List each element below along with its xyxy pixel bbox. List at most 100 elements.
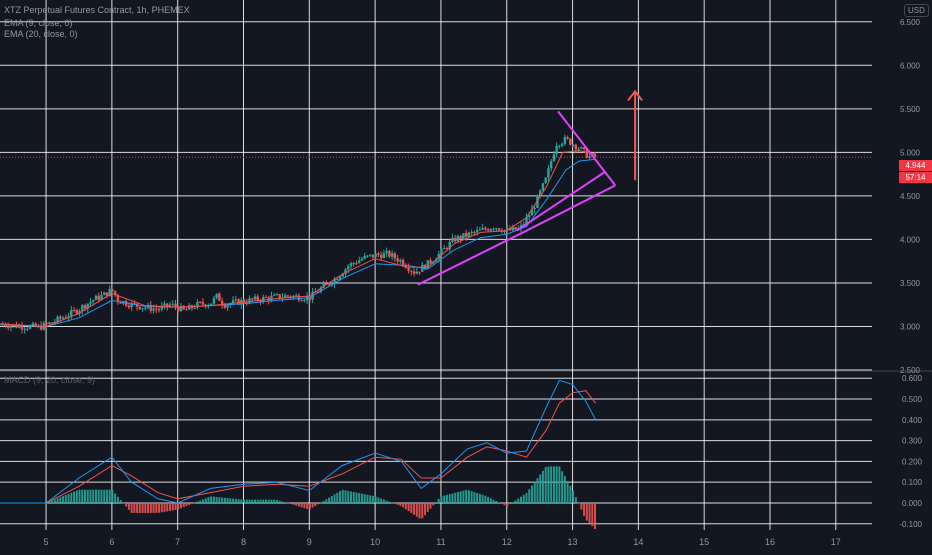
- candle-body: [92, 300, 95, 302]
- candle-body: [560, 143, 564, 146]
- candle-body: [59, 316, 62, 319]
- macd-histogram-bar: [489, 498, 492, 503]
- candle-body: [26, 328, 29, 330]
- candle-body: [292, 295, 295, 298]
- candle-body: [303, 300, 306, 302]
- macd-histogram-bar: [317, 502, 320, 505]
- candle-body: [185, 309, 188, 311]
- ema20-legend: EMA (20, close, 0): [4, 29, 78, 39]
- macd-histogram-bar: [399, 502, 402, 506]
- candle-body: [223, 305, 227, 308]
- candle-body: [168, 304, 172, 307]
- candle-body: [497, 228, 501, 231]
- macd-histogram-bar: [467, 490, 470, 503]
- candle-body: [166, 303, 169, 307]
- macd-histogram-bar: [374, 496, 377, 503]
- ema-lines: [0, 150, 872, 328]
- candle-body: [237, 299, 240, 305]
- macd-histogram-bar: [437, 498, 440, 503]
- macd-histogram-bar: [234, 498, 237, 503]
- candle-body: [231, 300, 235, 304]
- candle-body: [322, 283, 325, 288]
- candle-body: [484, 227, 487, 230]
- candle-body: [511, 227, 514, 231]
- macd-histogram-bar: [509, 502, 512, 505]
- candle-body: [377, 253, 380, 255]
- candle-body: [97, 295, 100, 300]
- candle-body: [577, 148, 580, 150]
- price-tick-label: 6.000: [900, 61, 921, 70]
- macd-histogram-bar: [229, 498, 232, 503]
- currency-badge[interactable]: USD: [904, 4, 929, 17]
- candle-body: [127, 305, 131, 308]
- macd-tick-label: 0.500: [902, 395, 923, 404]
- candle-body: [349, 263, 353, 267]
- candle-body: [544, 177, 547, 184]
- candle-body: [327, 283, 331, 285]
- macd-histogram-bar: [218, 497, 221, 503]
- macd-histogram-bar: [525, 492, 528, 503]
- candle-body: [385, 251, 388, 254]
- macd-histogram-bar: [158, 502, 161, 513]
- macd-histogram-bar: [429, 502, 432, 509]
- candle-body: [467, 232, 471, 237]
- macd-histogram-bar: [97, 489, 100, 503]
- candle-body: [53, 321, 57, 323]
- macd-histogram-bar: [580, 502, 583, 510]
- candle-body: [582, 147, 586, 150]
- macd-histogram-bar: [478, 493, 481, 503]
- candle-body: [113, 290, 117, 296]
- candle-body: [163, 303, 166, 306]
- candle-body: [108, 289, 111, 297]
- candle-body: [48, 322, 51, 324]
- candle-body: [67, 316, 70, 318]
- candle-body: [319, 287, 323, 293]
- ema9-legend: EMA (9, close, 0): [4, 18, 73, 28]
- macd-histogram-bar: [193, 502, 196, 504]
- candle-body: [23, 329, 26, 331]
- macd-histogram-bar: [566, 480, 569, 503]
- macd-histogram-bar: [67, 493, 70, 503]
- macd-histogram-bar: [133, 502, 136, 513]
- macd-tick-label: -0.100: [899, 520, 922, 529]
- candle-body: [17, 325, 21, 328]
- candle-body: [355, 263, 358, 265]
- macd-histogram-bar: [196, 501, 199, 503]
- macd-histogram-bar: [226, 498, 229, 503]
- x-tick-label: 8: [241, 537, 246, 547]
- candle-body: [220, 300, 224, 306]
- candle-body: [278, 294, 281, 299]
- macd-histogram-bar: [100, 489, 103, 503]
- macd-histogram-bar: [330, 495, 333, 503]
- candle-body: [336, 279, 339, 281]
- candle-body: [541, 183, 545, 191]
- candle-body: [347, 266, 350, 270]
- candle-body: [555, 145, 558, 155]
- macd-histogram-bar: [270, 499, 273, 503]
- candle-body: [552, 154, 556, 162]
- candle-body: [393, 253, 397, 259]
- macd-histogram-bar: [163, 502, 166, 512]
- candle-body: [198, 301, 202, 303]
- candle-body: [473, 232, 476, 234]
- macd-histogram-bar: [308, 502, 311, 510]
- macd-histogram-bar: [245, 499, 248, 503]
- macd-histogram-bar: [426, 502, 429, 512]
- candle-body: [401, 259, 405, 266]
- macd-histogram-bar: [86, 489, 89, 503]
- candle-body: [251, 298, 254, 300]
- macd-histogram-bar: [169, 502, 172, 511]
- macd-histogram-bar: [347, 490, 350, 503]
- macd-histogram-bar: [528, 489, 531, 503]
- macd-histogram-bar: [536, 478, 539, 503]
- macd-histogram-bar: [547, 466, 550, 503]
- macd-histogram-bar: [588, 502, 591, 524]
- macd-histogram-bar: [363, 494, 366, 503]
- macd-histogram-bar: [574, 497, 577, 503]
- macd-histogram-bar: [341, 489, 344, 503]
- candle-body: [70, 309, 73, 317]
- candle-body: [28, 325, 32, 329]
- price-tick-label: 2.500: [900, 366, 921, 375]
